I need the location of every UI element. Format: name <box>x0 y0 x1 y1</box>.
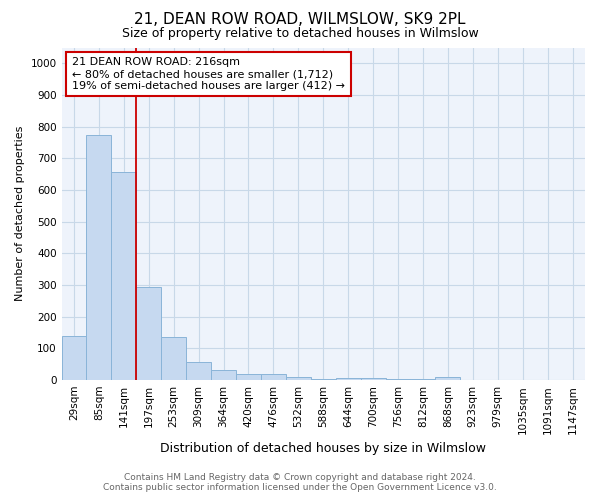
Y-axis label: Number of detached properties: Number of detached properties <box>15 126 25 302</box>
X-axis label: Distribution of detached houses by size in Wilmslow: Distribution of detached houses by size … <box>160 442 486 455</box>
Bar <box>336 378 361 380</box>
Bar <box>161 338 186 380</box>
Bar <box>311 379 336 380</box>
Text: 21, DEAN ROW ROAD, WILMSLOW, SK9 2PL: 21, DEAN ROW ROAD, WILMSLOW, SK9 2PL <box>134 12 466 28</box>
Bar <box>361 378 386 380</box>
Bar <box>436 377 460 380</box>
Bar <box>186 362 211 380</box>
Bar <box>211 370 236 380</box>
Bar <box>261 374 286 380</box>
Bar <box>112 172 136 380</box>
Bar <box>86 134 112 380</box>
Bar <box>386 379 410 380</box>
Bar <box>286 377 311 380</box>
Bar <box>410 379 436 380</box>
Bar <box>136 286 161 380</box>
Text: Size of property relative to detached houses in Wilmslow: Size of property relative to detached ho… <box>122 28 478 40</box>
Bar <box>236 374 261 380</box>
Text: Contains HM Land Registry data © Crown copyright and database right 2024.
Contai: Contains HM Land Registry data © Crown c… <box>103 473 497 492</box>
Text: 21 DEAN ROW ROAD: 216sqm
← 80% of detached houses are smaller (1,712)
19% of sem: 21 DEAN ROW ROAD: 216sqm ← 80% of detach… <box>72 58 345 90</box>
Bar <box>62 336 86 380</box>
